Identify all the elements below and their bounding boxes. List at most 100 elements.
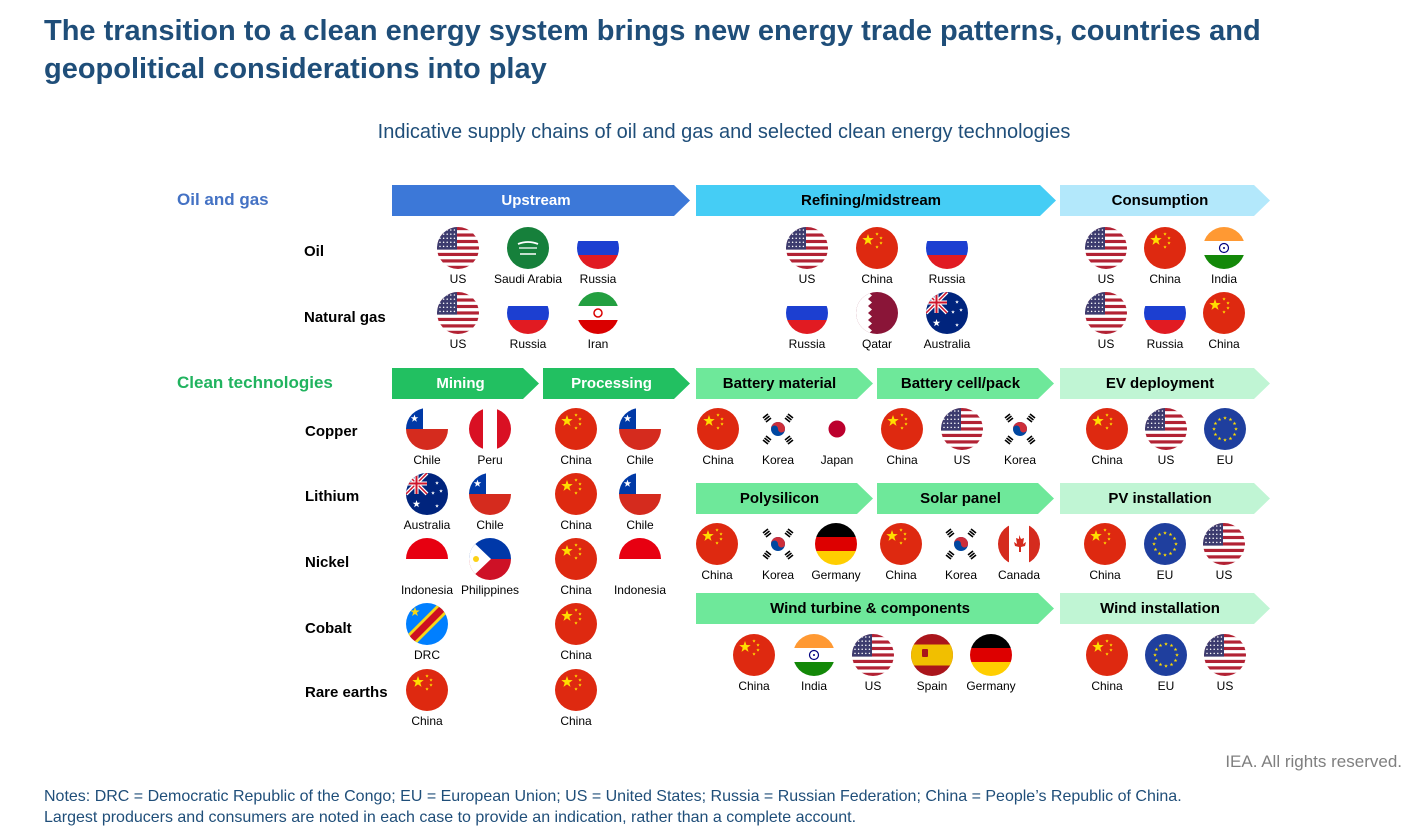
country-item-us: US: [1126, 408, 1206, 467]
copyright: IEA. All rights reserved.: [1225, 752, 1402, 771]
country-item-us: US: [418, 227, 498, 286]
country-label: Chile: [626, 518, 654, 532]
country-label: China: [560, 453, 592, 467]
country-item-qatar: Qatar: [837, 292, 917, 351]
country-label: DRC: [414, 648, 440, 662]
country-item-china: China: [837, 227, 917, 286]
row-label-natural-gas: Natural gas: [304, 309, 386, 326]
country-label: Korea: [761, 568, 795, 582]
flag-china-icon: [696, 523, 738, 565]
country-label: China: [1149, 272, 1181, 286]
country-label: Indonesia: [400, 583, 454, 597]
country-item-drc: DRC: [387, 603, 467, 662]
country-label: EU: [1156, 568, 1174, 582]
stage-upstream: Upstream: [392, 185, 690, 216]
country-label: Russia: [788, 337, 826, 351]
stage-solar-panel: Solar panel: [877, 483, 1054, 514]
country-item-iran: Iran: [558, 292, 638, 351]
country-label: Canada: [997, 568, 1041, 582]
country-item-china: China: [536, 538, 616, 597]
flag-china-icon: [733, 634, 775, 676]
stage-wind-installation: Wind installation: [1060, 593, 1270, 624]
notes: Notes: DRC = Democratic Republic of the …: [44, 786, 1414, 828]
flag-peru-icon: [469, 408, 511, 450]
country-item-us: US: [1185, 634, 1265, 693]
country-item-china: China: [862, 408, 942, 467]
flag-korea-icon: [757, 408, 799, 450]
flag-india-icon: [1203, 227, 1245, 269]
country-item-peru: Peru: [450, 408, 530, 467]
country-item-us: US: [922, 408, 1002, 467]
flag-us-icon: [437, 227, 479, 269]
country-item-russia: Russia: [1125, 292, 1205, 351]
stage-consumption: Consumption: [1060, 185, 1270, 216]
flag-philippines-icon: [469, 538, 511, 580]
country-label: Chile: [476, 518, 504, 532]
stage-battery-material: Battery material: [696, 368, 873, 399]
country-item-germany: Germany: [951, 634, 1031, 693]
country-item-russia: Russia: [767, 292, 847, 351]
stage-wind-turbine: Wind turbine & components: [696, 593, 1054, 624]
stage-pv-installation: PV installation: [1060, 483, 1270, 514]
country-label: Saudi Arabia: [493, 272, 563, 286]
country-item-saudi-arabia: Saudi Arabia: [488, 227, 568, 286]
section-label-clean: Clean technologies: [177, 373, 333, 392]
flag-germany-icon: [970, 634, 1012, 676]
flag-china-icon: [1086, 634, 1128, 676]
flag-indonesia-icon: [406, 538, 448, 580]
country-label: US: [1097, 272, 1115, 286]
stage-polysilicon: Polysilicon: [696, 483, 873, 514]
country-item-philippines: Philippines: [450, 538, 530, 597]
country-label: US: [864, 679, 882, 693]
country-label: Iran: [587, 337, 609, 351]
country-label: US: [1157, 453, 1175, 467]
country-label: China: [886, 453, 918, 467]
flag-china-icon: [697, 408, 739, 450]
diagram-subtitle: Indicative supply chains of oil and gas …: [377, 121, 1071, 143]
country-item-canada: Canada: [979, 523, 1059, 582]
country-item-indonesia: Indonesia: [387, 538, 467, 597]
country-label: Korea: [761, 453, 795, 467]
country-label: US: [1097, 337, 1115, 351]
country-item-india: India: [1184, 227, 1264, 286]
country-item-china: China: [536, 603, 616, 662]
country-label: Qatar: [861, 337, 892, 351]
country-label: Spain: [916, 679, 948, 693]
country-item-us: US: [767, 227, 847, 286]
stage-ev-deployment: EV deployment: [1060, 368, 1270, 399]
flag-spain-icon: [911, 634, 953, 676]
flag-china-icon: [1086, 408, 1128, 450]
page-title: The transition to a clean energy system …: [44, 15, 1261, 85]
row-label-nickel: Nickel: [305, 554, 350, 571]
flag-australia-icon: [926, 292, 968, 334]
flag-china-icon: [881, 408, 923, 450]
country-label: EU: [1157, 679, 1175, 693]
flag-china-icon: [856, 227, 898, 269]
country-label: Philippines: [460, 583, 520, 597]
country-item-australia: Australia: [387, 473, 467, 532]
flag-eu-icon: [1145, 634, 1187, 676]
country-item-china: China: [536, 473, 616, 532]
flag-korea-icon: [999, 408, 1041, 450]
country-label: China: [411, 714, 443, 728]
flag-india-icon: [793, 634, 835, 676]
country-item-china: China: [387, 669, 467, 728]
country-label: US: [1215, 568, 1233, 582]
country-item-china: China: [1184, 292, 1264, 351]
flag-chile-icon: [406, 408, 448, 450]
country-label: US: [798, 272, 816, 286]
country-label: China: [560, 583, 592, 597]
flag-china-icon: [1203, 292, 1245, 334]
flag-china-icon: [1084, 523, 1126, 565]
country-label: China: [885, 568, 917, 582]
country-item-us: US: [1066, 292, 1146, 351]
flag-russia-icon: [1144, 292, 1186, 334]
flag-russia-icon: [577, 227, 619, 269]
country-item-us: US: [1184, 523, 1264, 582]
country-label: Russia: [509, 337, 547, 351]
note-line: Largest producers and consumers are note…: [44, 809, 857, 826]
stage-refining: Refining/midstream: [696, 185, 1056, 216]
flag-russia-icon: [507, 292, 549, 334]
country-label: China: [560, 714, 592, 728]
country-item-korea: Korea: [738, 523, 818, 582]
